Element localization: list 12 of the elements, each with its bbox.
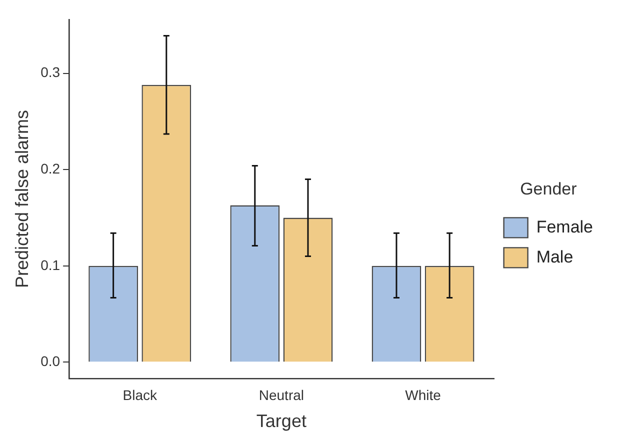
legend-label: Female [536,217,593,236]
y-tick-label: 0.3 [40,64,60,80]
y-tick-label: 0.1 [40,256,60,273]
y-tick-label: 0.2 [40,160,60,176]
x-tick-label: Neutral [258,386,304,403]
x-tick-label: White [405,386,442,403]
legend-title: Gender [520,179,578,198]
legend-label: Male [536,247,574,266]
x-tick-label: Black [122,386,158,403]
x-axis-title: Target [256,411,306,432]
y-tick-label: 0.0 [40,353,60,370]
y-axis-title: Predicted false alarms [12,110,32,288]
